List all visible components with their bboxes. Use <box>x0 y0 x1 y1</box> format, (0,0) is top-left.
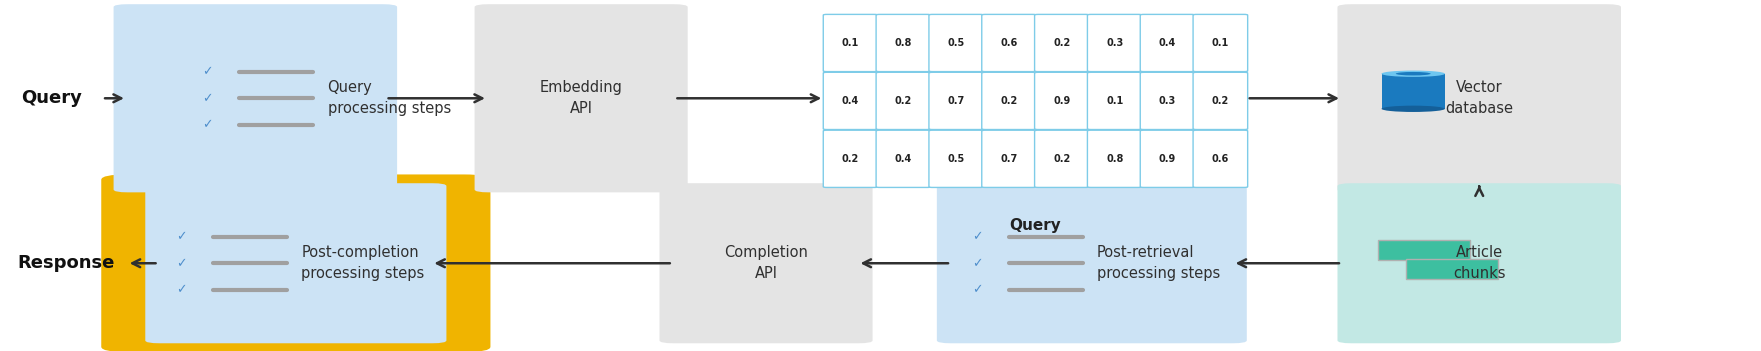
FancyBboxPatch shape <box>1141 72 1194 130</box>
FancyBboxPatch shape <box>983 14 1035 72</box>
Text: Article
chunks: Article chunks <box>1453 245 1506 281</box>
Text: 0.3: 0.3 <box>1106 38 1124 48</box>
FancyBboxPatch shape <box>1087 14 1141 72</box>
Text: Completion
API: Completion API <box>724 245 808 281</box>
Text: ✓: ✓ <box>972 230 983 244</box>
Text: Query
processing steps: Query processing steps <box>328 80 451 116</box>
Text: 0.3: 0.3 <box>1159 96 1176 106</box>
FancyBboxPatch shape <box>930 14 983 72</box>
FancyBboxPatch shape <box>1405 259 1497 279</box>
Ellipse shape <box>1396 72 1430 75</box>
FancyBboxPatch shape <box>1035 72 1088 130</box>
FancyBboxPatch shape <box>877 72 930 130</box>
Text: 0.1: 0.1 <box>842 38 859 48</box>
FancyBboxPatch shape <box>1338 183 1620 343</box>
Text: Vector
database: Vector database <box>1446 80 1513 116</box>
Ellipse shape <box>1381 106 1444 112</box>
Text: 0.6: 0.6 <box>1000 38 1018 48</box>
FancyBboxPatch shape <box>983 130 1035 187</box>
Text: 0.8: 0.8 <box>1106 154 1124 164</box>
Text: 0.1: 0.1 <box>1212 38 1229 48</box>
FancyBboxPatch shape <box>1194 14 1247 72</box>
Text: Post-retrieval
processing steps: Post-retrieval processing steps <box>1097 245 1220 281</box>
FancyBboxPatch shape <box>113 4 396 192</box>
Text: 0.2: 0.2 <box>1000 96 1018 106</box>
Text: 0.5: 0.5 <box>947 154 965 164</box>
Text: 0.8: 0.8 <box>895 38 912 48</box>
Text: ✓: ✓ <box>203 118 213 131</box>
Text: ✓: ✓ <box>203 65 213 79</box>
Text: ✓: ✓ <box>176 257 187 270</box>
Text: 0.9: 0.9 <box>1053 96 1071 106</box>
FancyBboxPatch shape <box>930 130 983 187</box>
FancyBboxPatch shape <box>146 183 447 343</box>
FancyBboxPatch shape <box>983 72 1035 130</box>
FancyBboxPatch shape <box>1194 130 1247 187</box>
Ellipse shape <box>1381 71 1444 77</box>
FancyBboxPatch shape <box>1035 130 1088 187</box>
Text: Embedding
API: Embedding API <box>539 80 623 116</box>
FancyBboxPatch shape <box>475 4 687 192</box>
Text: ✓: ✓ <box>972 283 983 296</box>
FancyBboxPatch shape <box>1377 240 1469 260</box>
Text: 0.2: 0.2 <box>895 96 912 106</box>
Text: ✓: ✓ <box>176 230 187 244</box>
Text: 0.4: 0.4 <box>1159 38 1176 48</box>
FancyBboxPatch shape <box>1338 4 1620 192</box>
Text: 0.6: 0.6 <box>1212 154 1229 164</box>
Text: 0.2: 0.2 <box>1053 154 1071 164</box>
FancyBboxPatch shape <box>824 130 879 187</box>
FancyBboxPatch shape <box>824 72 879 130</box>
FancyBboxPatch shape <box>1087 130 1141 187</box>
FancyBboxPatch shape <box>937 183 1247 343</box>
FancyBboxPatch shape <box>930 72 983 130</box>
Text: Query: Query <box>1009 218 1062 233</box>
Text: 0.4: 0.4 <box>895 154 912 164</box>
Text: 0.2: 0.2 <box>842 154 859 164</box>
FancyBboxPatch shape <box>102 174 490 351</box>
FancyBboxPatch shape <box>659 183 873 343</box>
Text: 0.7: 0.7 <box>947 96 965 106</box>
FancyBboxPatch shape <box>877 14 930 72</box>
Text: 0.4: 0.4 <box>842 96 859 106</box>
Text: 0.7: 0.7 <box>1000 154 1018 164</box>
FancyBboxPatch shape <box>1141 14 1194 72</box>
Text: 0.9: 0.9 <box>1159 154 1176 164</box>
FancyBboxPatch shape <box>1194 72 1247 130</box>
Text: 0.2: 0.2 <box>1053 38 1071 48</box>
Text: 0.2: 0.2 <box>1212 96 1229 106</box>
FancyBboxPatch shape <box>877 130 930 187</box>
Text: Response: Response <box>18 254 114 272</box>
FancyBboxPatch shape <box>1035 14 1088 72</box>
Text: 0.1: 0.1 <box>1106 96 1124 106</box>
FancyBboxPatch shape <box>1141 130 1194 187</box>
FancyBboxPatch shape <box>1087 72 1141 130</box>
Text: 0.5: 0.5 <box>947 38 965 48</box>
Text: ✓: ✓ <box>176 283 187 296</box>
Text: Query: Query <box>21 89 83 107</box>
Text: Post-completion
processing steps: Post-completion processing steps <box>301 245 424 281</box>
Bar <box>1381 74 1444 109</box>
FancyBboxPatch shape <box>824 14 879 72</box>
Text: ✓: ✓ <box>203 92 213 105</box>
Text: ✓: ✓ <box>972 257 983 270</box>
